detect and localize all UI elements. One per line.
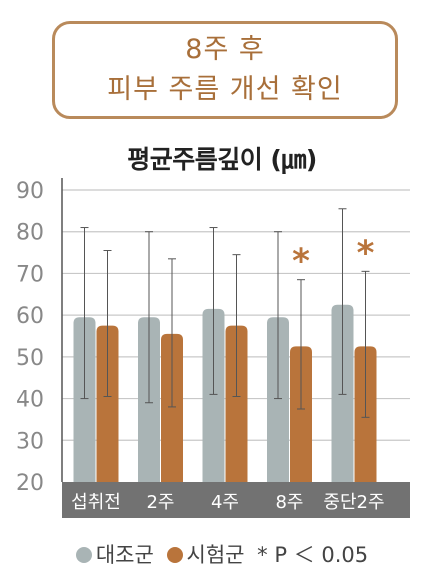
y-tick-label: 90 [16, 179, 44, 204]
legend-test: 시험군 [166, 543, 245, 567]
x-axis-band [62, 482, 410, 518]
test-bar [225, 325, 248, 482]
test-bar [96, 325, 119, 482]
significance-mark: * [292, 242, 310, 282]
y-tick-label: 50 [16, 346, 44, 371]
y-tick-label: 80 [16, 221, 44, 246]
chart-title: 평균주름깊이 (㎛) [127, 145, 317, 174]
headline-box: 8주 후 피부 주름 개선 확인 [52, 21, 398, 119]
x-tick-label: 중단2주 [323, 492, 384, 513]
legend-test-swatch [166, 547, 183, 563]
x-tick-label: 4주 [211, 492, 239, 513]
legend-significance-note: * P ＜ 0.05 [257, 543, 369, 567]
x-tick-label: 8주 [275, 492, 303, 513]
y-tick-label: 30 [16, 429, 44, 454]
legend-test-label: 시험군 [186, 543, 245, 567]
x-tick-label: 섭취전 [71, 492, 121, 513]
x-tick-label: 2주 [146, 492, 174, 513]
headline-line-1: 8주 후 [185, 34, 265, 65]
test-bar [290, 346, 312, 482]
test-bar [161, 333, 183, 482]
headline-line-2: 피부 주름 개선 확인 [107, 74, 343, 105]
control-bar [73, 317, 96, 482]
significance-mark: * [357, 233, 375, 273]
y-tick-label: 70 [16, 262, 44, 287]
legend-control-swatch [75, 547, 92, 563]
legend-control: 대조군 [75, 543, 154, 567]
chart-legend: 대조군 시험군 * P ＜ 0.05 [0, 539, 444, 569]
y-tick-label: 20 [16, 471, 44, 496]
control-bar [202, 308, 225, 482]
y-tick-label: 60 [16, 304, 44, 329]
legend-control-label: 대조군 [95, 543, 154, 567]
control-bar [267, 317, 289, 482]
y-tick-label: 40 [16, 388, 44, 413]
